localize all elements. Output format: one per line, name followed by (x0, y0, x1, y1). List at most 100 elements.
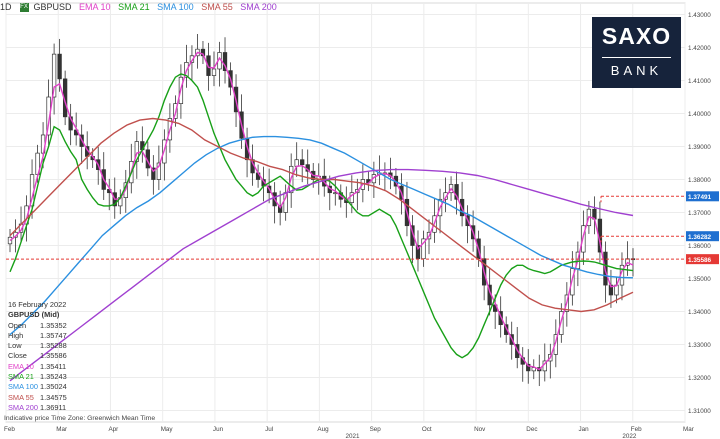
x-tick-label: Dec (526, 426, 537, 433)
candle-body (553, 334, 558, 355)
data-legend: 16 February 2022 GBPUSD (Mid) Open 1.3535… (8, 300, 67, 413)
candles (7, 34, 636, 387)
x-tick-label: Mar (56, 426, 67, 433)
candle-body (454, 184, 459, 200)
y-tick-label: 1.37000 (688, 210, 711, 217)
y-tick-label: 1.36000 (688, 243, 711, 250)
legend-row: SMA 100 1.35024 (8, 382, 67, 392)
legend-label: SMA 55 (8, 392, 34, 402)
series-line-sma-200 (9, 168, 634, 382)
price-marker-box (686, 231, 719, 242)
series-line-sma-21 (9, 73, 634, 359)
indicator-sma200[interactable]: SMA 200 (240, 2, 277, 12)
x-tick-label: Nov (474, 426, 486, 433)
candle-body (581, 225, 586, 253)
legend-label: High (8, 330, 24, 340)
indicator-lines (9, 51, 634, 382)
y-tick-label: 1.38000 (688, 177, 711, 184)
candle-body (526, 363, 531, 372)
legend-label: Open (8, 320, 27, 330)
x-tick-label: Feb (631, 426, 642, 433)
y-tick-label: 1.39000 (688, 144, 711, 151)
legend-row: SMA 200 1.36911 (8, 403, 67, 413)
candle-body (498, 311, 503, 326)
candle-body (7, 236, 13, 245)
y-tick-label: 1.42000 (688, 45, 711, 52)
indicator-sma21[interactable]: SMA 21 (118, 2, 150, 12)
candle-body (504, 324, 509, 335)
legend-label: SMA 100 (8, 382, 38, 392)
x-tick-label: Oct (422, 426, 432, 433)
saxo-bank-logo: SAXO BANK (592, 17, 681, 88)
legend-label: EMA 10 (8, 361, 34, 371)
legend-value: 1.35243 (40, 372, 67, 382)
legend-row: Low 1.35288 (8, 341, 67, 351)
x-tick-label: Aug (317, 426, 329, 433)
legend-row: SMA 21 1.35243 (8, 372, 67, 382)
logo-divider (602, 57, 671, 58)
legend-label: Low (8, 341, 22, 351)
candle-body (51, 53, 57, 98)
y-tick-label: 1.31000 (688, 408, 711, 415)
x-tick-label: Sep (370, 426, 382, 433)
series-line-ema-10 (9, 51, 634, 371)
indicator-sma100[interactable]: SMA 100 (157, 2, 194, 12)
price-marker-box (686, 254, 719, 265)
x-tick-label: Apr (108, 426, 118, 433)
x-tick-label: Jul (265, 426, 273, 433)
legend-value: 1.36911 (40, 402, 67, 412)
logo-line2: BANK (610, 63, 663, 78)
legend-value: 1.35288 (40, 341, 67, 351)
x-tick-label: Mar (683, 426, 694, 433)
x-tick-label: Feb (4, 426, 15, 433)
series-line-sma-55 (9, 117, 634, 313)
price-marker-label: 1.37491 (688, 194, 712, 201)
price-marker-label: 1.36282 (688, 234, 712, 241)
timeframe-label[interactable]: 1D (0, 2, 12, 12)
legend-value: 1.35747 (40, 330, 67, 340)
indicator-ema10[interactable]: EMA 10 (79, 2, 111, 12)
legend-value: 1.35024 (40, 382, 67, 392)
y-tick-label: 1.33000 (688, 342, 711, 349)
y-tick-label: 1.35000 (688, 276, 711, 283)
legend-row: Open 1.35352 (8, 321, 67, 331)
legend-value: 1.35411 (40, 361, 67, 371)
x-tick-label: May (161, 426, 174, 433)
x-year-label: 2022 (622, 433, 637, 439)
x-tick-label: Jan (579, 426, 590, 433)
candle-body (278, 205, 283, 213)
legend-label: SMA 200 (8, 402, 38, 412)
legend-value: 1.34575 (40, 392, 67, 402)
legend-row: High 1.35747 (8, 331, 67, 341)
legend-value: 1.35586 (40, 351, 67, 361)
candle-body (156, 162, 162, 180)
series-line-sma-100 (9, 135, 634, 336)
price-markers: 1.37491 1.36282 1.35586 (6, 191, 719, 265)
legend-label: SMA 21 (8, 372, 34, 382)
fx-badge: FX (19, 3, 29, 13)
candle-body (57, 53, 62, 80)
x-tick-label: Jun (213, 426, 224, 433)
legend-date: 16 February 2022 (8, 300, 67, 309)
y-tick-label: 1.41000 (688, 78, 711, 85)
price-marker-box (686, 191, 719, 202)
y-tick-label: 1.34000 (688, 309, 711, 316)
candle-body (151, 167, 156, 180)
indicator-sma55[interactable]: SMA 55 (201, 2, 233, 12)
y-tick-label: 1.40000 (688, 111, 711, 118)
symbol-label[interactable]: GBPUSD (33, 2, 72, 12)
x-axis: Feb Mar Apr May Jun Jul Aug Sep Oct Nov Dec Jan Feb M… (4, 426, 694, 439)
legend-row: Close 1.35586 (8, 351, 67, 361)
legend-title: GBPUSD (Mid) (8, 310, 60, 320)
candle-body (294, 159, 299, 167)
legend-label: Close (8, 351, 27, 361)
y-tick-label: 1.32000 (688, 375, 711, 382)
y-tick-label: 1.43000 (688, 12, 711, 19)
logo-line1: SAXO (601, 23, 672, 49)
footer-note: Indicative price Time Zone: Greenwich Me… (4, 415, 156, 422)
candle-body (300, 159, 305, 166)
legend-value: 1.35352 (40, 320, 67, 330)
chart-header: 1D FX GBPUSD EMA 10 SMA 21 SMA 100 SMA 55 … (0, 2, 282, 16)
candle-body (211, 68, 217, 76)
